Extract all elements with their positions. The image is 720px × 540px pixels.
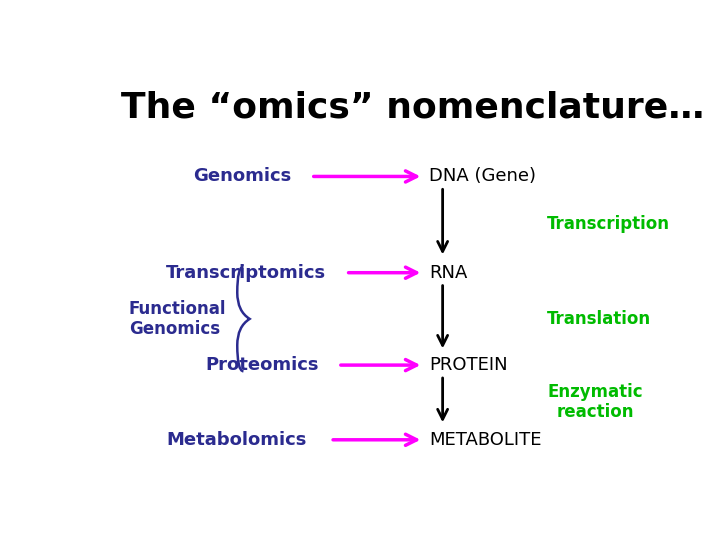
- Text: DNA (Gene): DNA (Gene): [429, 167, 536, 185]
- Text: METABOLITE: METABOLITE: [429, 431, 542, 449]
- Text: RNA: RNA: [429, 264, 468, 282]
- Text: The “omics” nomenclature…: The “omics” nomenclature…: [121, 90, 704, 124]
- Text: Translation: Translation: [547, 310, 652, 328]
- Text: Functional
Genomics: Functional Genomics: [129, 300, 226, 338]
- Text: Proteomics: Proteomics: [205, 356, 319, 374]
- Text: Transcriptomics: Transcriptomics: [166, 264, 326, 282]
- Text: Enzymatic
reaction: Enzymatic reaction: [547, 383, 643, 421]
- Text: Metabolomics: Metabolomics: [166, 431, 307, 449]
- Text: PROTEIN: PROTEIN: [429, 356, 508, 374]
- Text: Genomics: Genomics: [193, 167, 292, 185]
- Text: Transcription: Transcription: [547, 215, 670, 233]
